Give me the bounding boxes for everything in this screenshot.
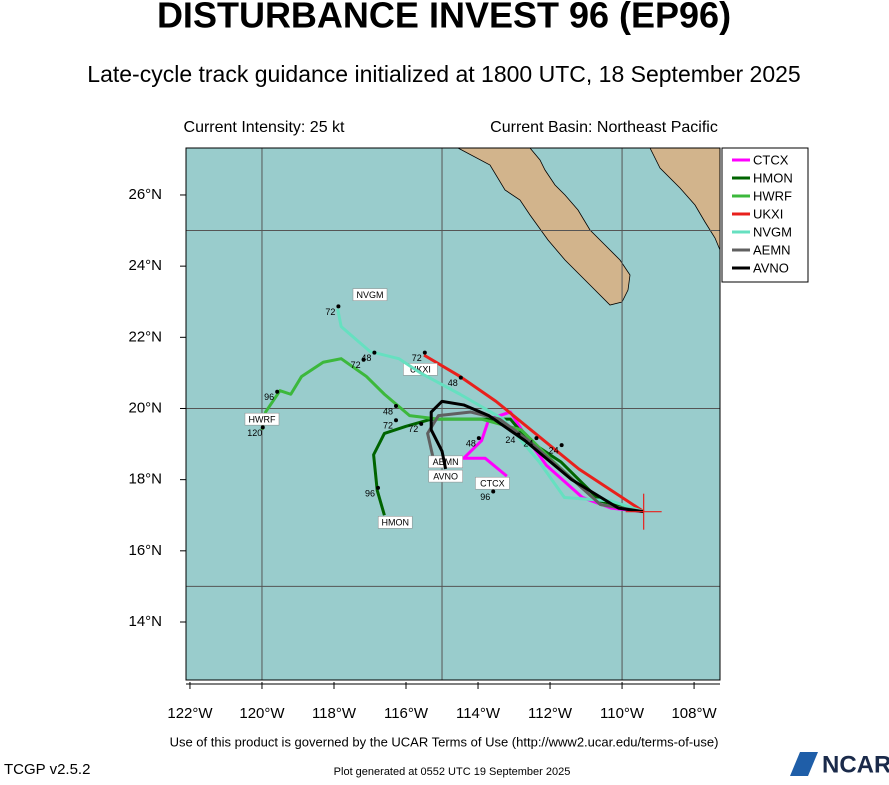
version: TCGP v2.5.2 (4, 761, 90, 778)
logo-mark (790, 752, 818, 776)
hour-dot (372, 350, 377, 355)
track-label-box (352, 288, 388, 301)
x-tick-label: 108°W (671, 705, 717, 722)
x-tick-label: 122°W (167, 705, 213, 722)
track-label-box (377, 516, 413, 529)
track-label: AVNO (433, 471, 458, 481)
hour-label: 24 (549, 446, 559, 456)
x-tick-label: 110°W (600, 705, 645, 722)
hour-label: 120 (247, 428, 262, 438)
hour-dot (559, 443, 564, 448)
track-label: HMON (381, 518, 409, 528)
hour-dot (516, 432, 521, 437)
x-tick-label: 116°W (384, 705, 429, 722)
hour-dot (376, 485, 381, 490)
x-tick-label: 114°W (456, 705, 501, 722)
track-label-box (244, 412, 280, 426)
track-line (429, 399, 644, 514)
track-line (336, 308, 645, 514)
track-label-box (428, 469, 463, 483)
land (457, 148, 720, 306)
hour-label: 72 (412, 353, 422, 363)
hour-label: 24 (505, 435, 515, 445)
hour-dot (361, 357, 366, 362)
baja (457, 148, 631, 306)
hour-label: 72 (325, 307, 335, 317)
track-label: HWRF (248, 415, 275, 425)
generated: Plot generated at 0552 UTC 19 September … (334, 766, 571, 778)
track-line (423, 353, 645, 513)
hour-dot (419, 421, 424, 426)
track-label: NVGM (357, 290, 384, 300)
y-tick-label: 18°N (128, 471, 162, 488)
y-tick-label: 26°N (128, 186, 162, 203)
terms: Use of this product is governed by the U… (170, 734, 719, 749)
hour-label: 48 (466, 438, 476, 448)
legend-label: HMON (753, 170, 793, 185)
hour-dot (394, 418, 399, 423)
hour-label: 96 (264, 392, 274, 402)
hour-dot (458, 375, 463, 380)
track-label: UKXI (410, 365, 431, 375)
frame (185, 147, 721, 681)
legend-label: HWRF (753, 188, 792, 203)
hour-label: 96 (480, 492, 490, 502)
track-label: CTCX (480, 479, 505, 489)
hour-label: 96 (365, 488, 375, 498)
mainland (649, 148, 720, 251)
hour-dot (422, 350, 427, 355)
track-line (260, 357, 644, 514)
y-tick-label: 16°N (128, 542, 162, 559)
intensity: Current Intensity: 25 kt (184, 119, 346, 136)
hour-dot (260, 425, 265, 430)
hour-label: 48 (361, 353, 371, 363)
x-tick-label: 120°W (239, 705, 285, 722)
hour-label: 72 (351, 360, 361, 370)
x-tick-label: 112°W (528, 705, 573, 722)
legend-label: AVNO (753, 260, 789, 275)
chart-title: DISTURBANCE INVEST 96 (EP96) (157, 0, 731, 36)
hour-dot (534, 436, 539, 441)
legend-label: CTCX (753, 152, 789, 167)
y-tick-label: 14°N (128, 613, 162, 630)
legend-label: UKXI (753, 206, 783, 221)
basin: Current Basin: Northeast Pacific (490, 119, 718, 136)
hour-label: 48 (383, 406, 393, 416)
logo: NCAR (822, 751, 889, 778)
hour-label: 48 (448, 378, 458, 388)
hour-dot (275, 389, 280, 394)
subtitle: Late-cycle track guidance initialized at… (87, 61, 800, 87)
hour-dot (336, 304, 341, 309)
legend-label: NVGM (753, 224, 792, 239)
hour-dot (491, 489, 496, 494)
hour-dot (476, 436, 481, 441)
legend-label: AEMN (753, 242, 791, 257)
hour-label: 72 (408, 424, 418, 434)
y-tick-label: 22°N (128, 328, 162, 345)
y-tick-label: 24°N (128, 257, 162, 274)
hour-dot (394, 404, 399, 409)
track-label-box (475, 476, 510, 490)
hour-label: 72 (383, 421, 393, 431)
hour-label: 24 (523, 438, 533, 448)
x-tick-label: 118°W (312, 705, 357, 722)
tracks: CTCXHMONHWRFUKXINVGMAEMNAVNO724872961204… (244, 288, 662, 530)
y-tick-label: 20°N (128, 399, 162, 416)
